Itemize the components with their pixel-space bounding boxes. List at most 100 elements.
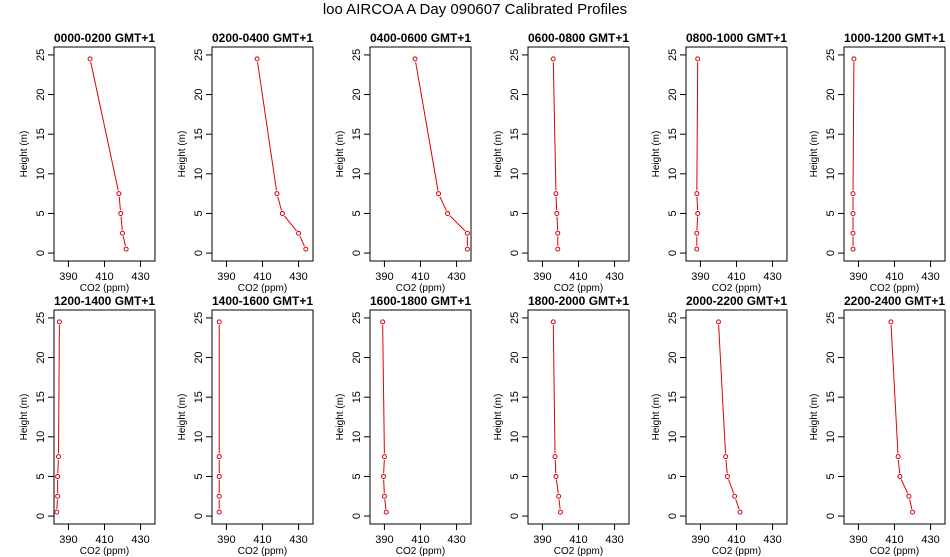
profile-point bbox=[895, 454, 901, 460]
y-axis-label: Height (m) bbox=[19, 131, 30, 178]
profile-line-segment bbox=[384, 499, 387, 509]
profile-point bbox=[724, 473, 730, 479]
profile-line-segment bbox=[852, 62, 855, 191]
y-tick-label: 10 bbox=[351, 168, 363, 180]
y-tick-label: 15 bbox=[509, 391, 521, 403]
y-tick-label: 20 bbox=[351, 351, 363, 363]
profile-point bbox=[118, 210, 124, 216]
profile-point bbox=[550, 56, 556, 62]
y-tick-label: 0 bbox=[509, 250, 521, 256]
profile-point bbox=[737, 509, 743, 515]
y-axis-label: Height (m) bbox=[177, 394, 188, 441]
profile-chart: 0600-0800 GMT+1 0 5 10 15 20 25 Height (m) 390 41… bbox=[493, 31, 630, 294]
x-tick-label: 390 bbox=[849, 271, 867, 283]
y-tick-label: 15 bbox=[509, 128, 521, 140]
profile-line-segment bbox=[449, 215, 466, 232]
profile-point bbox=[55, 473, 61, 479]
profile-line-segment bbox=[696, 196, 699, 211]
x-tick-label: 410 bbox=[727, 534, 745, 546]
y-tick-label: 0 bbox=[351, 513, 363, 519]
x-tick-label: 430 bbox=[763, 534, 781, 546]
panel-title: 2000-2200 GMT+1 bbox=[686, 294, 787, 308]
panel-title: 0600-0800 GMT+1 bbox=[528, 31, 629, 45]
x-tick-label: 410 bbox=[95, 271, 113, 283]
y-tick-label: 0 bbox=[667, 250, 679, 256]
y-tick-label: 25 bbox=[509, 312, 521, 324]
x-axis-label: CO2 (ppm) bbox=[870, 283, 919, 294]
profile-panel: 0600-0800 GMT+1 0 5 10 15 20 25 Height (m) 390 41… bbox=[489, 27, 641, 294]
profile-point bbox=[56, 454, 62, 460]
y-tick-label: 20 bbox=[825, 88, 837, 100]
x-axis-label: CO2 (ppm) bbox=[238, 283, 287, 294]
profile-point bbox=[851, 56, 857, 62]
profile-panel: 1600-1800 GMT+1 0 5 10 15 20 25 Height (m) 390 41… bbox=[331, 290, 483, 557]
x-axis-label: CO2 (ppm) bbox=[712, 546, 761, 557]
x-tick-label: 390 bbox=[217, 534, 235, 546]
profile-line-segment bbox=[890, 325, 899, 454]
profile-chart: 2200-2400 GMT+1 0 5 10 15 20 25 Height (m) 390 41… bbox=[809, 294, 946, 557]
profile-chart: 0800-1000 GMT+1 0 5 10 15 20 25 Height (m) 390 41… bbox=[651, 31, 788, 294]
profile-point bbox=[383, 509, 389, 515]
profile-line-segment bbox=[382, 325, 385, 454]
profile-point bbox=[732, 493, 738, 499]
y-tick-label: 20 bbox=[667, 88, 679, 100]
y-axis-label: Height (m) bbox=[809, 394, 820, 441]
y-tick-label: 5 bbox=[509, 473, 521, 479]
y-tick-label: 0 bbox=[193, 513, 205, 519]
profile-point bbox=[381, 454, 387, 460]
x-tick-label: 390 bbox=[217, 271, 235, 283]
x-tick-label: 410 bbox=[569, 534, 587, 546]
x-tick-label: 430 bbox=[447, 271, 465, 283]
profile-point bbox=[381, 493, 387, 499]
y-tick-label: 0 bbox=[193, 250, 205, 256]
y-tick-label: 5 bbox=[825, 473, 837, 479]
x-tick-label: 430 bbox=[447, 534, 465, 546]
x-axis-label: CO2 (ppm) bbox=[80, 546, 129, 557]
profile-line-segment bbox=[728, 479, 735, 494]
x-axis-label: CO2 (ppm) bbox=[396, 283, 445, 294]
profile-chart: 1000-1200 GMT+1 0 5 10 15 20 25 Height (m) 390 41… bbox=[809, 31, 946, 294]
profile-line-segment bbox=[696, 216, 699, 231]
profile-line-segment bbox=[415, 61, 439, 191]
y-tick-label: 25 bbox=[351, 312, 363, 324]
y-tick-label: 5 bbox=[35, 473, 47, 479]
y-tick-label: 25 bbox=[825, 312, 837, 324]
profile-point bbox=[888, 319, 894, 325]
x-tick-label: 410 bbox=[253, 271, 271, 283]
plot-frame bbox=[685, 309, 788, 525]
y-tick-label: 25 bbox=[35, 49, 47, 61]
profile-chart: 0400-0600 GMT+1 0 5 10 15 20 25 Height (m) 390 41… bbox=[335, 31, 472, 294]
profile-panel: 1000-1200 GMT+1 0 5 10 15 20 25 Height (m) 390 41… bbox=[805, 27, 950, 294]
x-tick-label: 390 bbox=[375, 271, 393, 283]
profile-point bbox=[897, 473, 903, 479]
y-tick-label: 25 bbox=[193, 49, 205, 61]
x-tick-label: 430 bbox=[763, 271, 781, 283]
profile-panel: 0000-0200 GMT+1 0 5 10 15 20 25 Height (m) 390 41… bbox=[15, 27, 167, 294]
profile-point bbox=[906, 493, 912, 499]
profile-point bbox=[850, 230, 856, 236]
y-tick-label: 10 bbox=[509, 168, 521, 180]
profile-line-segment bbox=[558, 499, 561, 509]
profile-line-segment bbox=[58, 325, 60, 454]
x-tick-label: 430 bbox=[605, 271, 623, 283]
profile-line-segment bbox=[383, 459, 385, 474]
y-tick-label: 20 bbox=[825, 351, 837, 363]
profile-point bbox=[436, 191, 442, 197]
x-axis-label: CO2 (ppm) bbox=[870, 546, 919, 557]
profile-line-segment bbox=[439, 196, 447, 211]
x-tick-label: 410 bbox=[411, 271, 429, 283]
profile-line-segment bbox=[257, 61, 277, 191]
y-tick-label: 20 bbox=[509, 88, 521, 100]
profile-chart: 1400-1600 GMT+1 0 5 10 15 20 25 Height (m) 390 41… bbox=[177, 294, 314, 557]
x-axis-label: CO2 (ppm) bbox=[554, 283, 603, 294]
profile-line-segment bbox=[555, 479, 559, 494]
y-axis-label: Height (m) bbox=[809, 131, 820, 178]
x-tick-label: 410 bbox=[411, 534, 429, 546]
profile-line-segment bbox=[909, 499, 913, 510]
x-tick-label: 390 bbox=[375, 534, 393, 546]
x-tick-label: 390 bbox=[849, 534, 867, 546]
profile-chart: 0200-0400 GMT+1 0 5 10 15 20 25 Height (m) 390 41… bbox=[177, 31, 314, 294]
profile-point bbox=[695, 56, 701, 62]
profile-point bbox=[123, 246, 129, 252]
